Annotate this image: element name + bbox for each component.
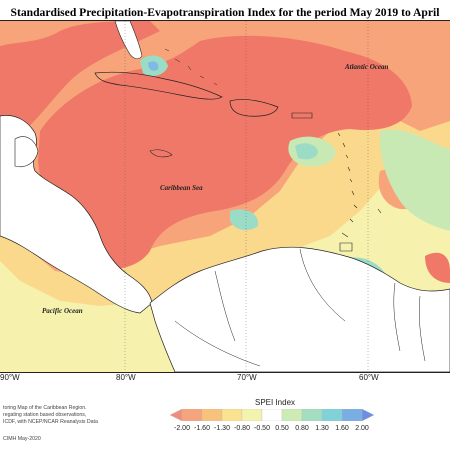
legend-tick-label: 0.50 [275,425,289,432]
footer-line-2: regating station based observations, [3,412,87,418]
land-borders [174,248,426,367]
legend-title: SPEI Index [255,398,296,407]
lon-label-70w: 70°W [237,373,257,382]
land-south-america [149,246,450,372]
legend-swatch [181,409,203,421]
land-hispaniola [229,99,279,117]
land-bahamas [164,48,218,86]
label-pacific-ocean: Pacific Ocean [42,307,83,315]
dry-severe-zone [38,35,412,270]
wet-patch-coast [230,209,259,231]
land-florida [114,21,143,60]
legend-swatch [201,409,223,421]
legend-swatch [361,409,374,421]
land-puerto-rico [291,112,313,119]
land-cuba [94,71,223,100]
legend-tick-label: -0.80 [234,425,250,432]
label-atlantic-ocean: Atlantic Ocean [345,63,389,71]
footer-line-3: ICDF, with NCEP/NCAR Reanalysis Data [3,419,98,425]
wet-severe-patch-florida [148,61,159,71]
land-trinidad [339,242,353,252]
legend-swatch [321,409,343,421]
land-jamaica [149,149,173,158]
legend-swatch [170,409,183,421]
legend-swatch [261,409,283,421]
lon-label-80w: 80°W [116,373,136,382]
legend-tick-label: -1.60 [194,425,210,432]
wet-mild-zone-east [379,129,450,231]
legend-tick-label: -2.00 [174,425,190,432]
legend-swatch [241,409,263,421]
legend-tick-label: 2.00 [355,425,369,432]
legend-colorbar [170,409,374,421]
spei-map-canvas [0,21,450,372]
footer-line-1: toring Map of the Caribbean Region. [3,405,87,411]
label-caribbean-sea: Caribbean Sea [160,184,203,192]
lon-label-90w: 90°W [0,373,20,382]
wet-moderate-patch-antilles [295,143,318,160]
legend-tick-label: -1.30 [214,425,230,432]
legend-swatch [281,409,303,421]
legend-swatch [221,409,243,421]
legend-tick-label: 1.30 [315,425,329,432]
legend-tick-label: -0.50 [254,425,270,432]
footer-credit: CIMH May-2020 [3,436,41,442]
dry-severe-zone-north [0,21,160,141]
land-lesser-antilles [337,132,382,238]
lon-label-60w: 60°W [359,373,379,382]
dry-severe-patch-guiana [425,252,450,283]
legend-swatch [301,409,323,421]
legend-swatch [341,409,363,421]
legend-tick-label: 1.60 [335,425,349,432]
legend-tick-label: 0.80 [295,425,309,432]
spei-map: Atlantic Ocean Caribbean Sea Pacific Oce… [0,20,450,373]
land-yucatan [14,136,39,168]
